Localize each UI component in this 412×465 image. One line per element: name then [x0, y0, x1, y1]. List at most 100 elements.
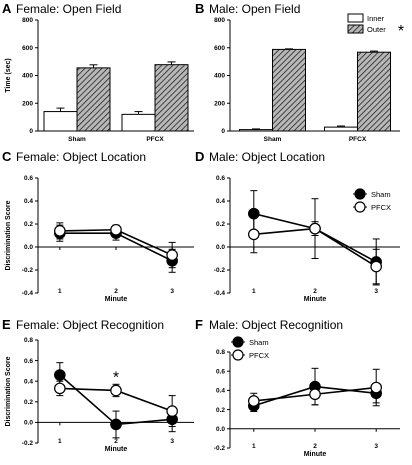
y-tick-label: 600: [214, 45, 225, 52]
x-axis-label: Minute: [105, 296, 128, 303]
marker-pfcx: [309, 222, 321, 235]
legend-label: Sham: [249, 338, 269, 347]
legend-marker-sham: [354, 188, 366, 200]
panel-e: E Female: Object Recognition -0.2 0.0 0.2 0.4…: [2, 317, 194, 453]
x-tick-label: 3: [170, 288, 174, 295]
legend-marker-pfcx: [232, 349, 244, 361]
marker-pfcx: [309, 388, 321, 401]
panel-title: Female: Open Field: [16, 2, 121, 16]
bar-outer: [154, 64, 189, 132]
legend-label: Sham: [371, 190, 391, 199]
marker-pfcx: [370, 381, 382, 394]
marker-sham: [248, 207, 260, 220]
bar-inner: [239, 129, 273, 132]
panel-title: Female: Object Location: [16, 150, 146, 164]
y-axis-label: Time (sec): [5, 58, 12, 93]
legend-marker-sham: [232, 336, 244, 348]
marker-pfcx: [54, 225, 66, 237]
marker-pfcx: [166, 249, 178, 261]
marker-pfcx: [248, 228, 260, 241]
bar-outer: [357, 51, 391, 132]
y-tick-label: 800: [22, 17, 33, 24]
legend-label: PFCX: [371, 203, 391, 212]
panel-letter: B: [195, 1, 204, 16]
y-tick-label: 0.4: [24, 378, 33, 385]
y-tick-label: -0.2: [214, 267, 226, 274]
y-tick-label: -0.2: [214, 445, 226, 452]
x-axis-label: Minute: [304, 451, 327, 458]
y-tick-label: 400: [214, 73, 225, 80]
x-tick-label: 3: [374, 288, 378, 295]
x-tick-label: 3: [170, 438, 174, 445]
bar-inner: [324, 126, 358, 132]
y-tick-label: 0.6: [216, 368, 225, 375]
y-tick-label: 0: [29, 128, 33, 135]
panel-f: F Male: Object Recognition -0.2 0.0 0.2 0.4 0.…: [195, 317, 400, 458]
x-tick-label: PFCX: [349, 136, 367, 143]
panel-b: B Male: Open Field 0 200 400 600 800 Sham PFCX In…: [195, 1, 404, 143]
y-tick-label: 0.6: [216, 175, 225, 182]
marker-pfcx: [110, 384, 122, 397]
y-tick-label: 0.8: [24, 337, 33, 344]
marker-sham: [110, 418, 122, 431]
panel-title: Male: Object Recognition: [209, 318, 343, 332]
y-axis-label: Discrimination Score: [5, 356, 12, 426]
legend-label: PFCX: [249, 351, 269, 360]
y-tick-label: 0.8: [216, 349, 225, 356]
x-tick-label: 1: [252, 288, 256, 295]
panel-c: C Female: Object Location -0.4 -0.2 0.0 0.2 0.…: [2, 149, 194, 303]
legend-swatch-outer: [347, 24, 364, 34]
y-tick-label: 0.4: [216, 388, 225, 395]
y-tick-label: 600: [22, 45, 33, 52]
marker-pfcx: [166, 405, 178, 417]
y-tick-label: 0.4: [216, 198, 225, 205]
bar-outer: [272, 48, 306, 132]
panel-a: A Female: Open Field 0 200 400 600 800 Time (se…: [2, 1, 194, 143]
x-axis-label: Minute: [105, 446, 128, 453]
legend-label: Outer: [367, 25, 386, 34]
bar-outer: [76, 67, 111, 132]
marker-pfcx: [54, 382, 66, 395]
y-tick-label: 200: [22, 100, 33, 107]
y-tick-label: -0.4: [22, 290, 34, 297]
y-tick-label: -0.4: [214, 290, 226, 297]
y-tick-label: 0.0: [216, 244, 225, 251]
y-tick-label: 0.0: [24, 244, 33, 251]
panel-letter: C: [2, 149, 12, 164]
x-axis-label: Minute: [304, 296, 327, 303]
y-tick-label: 0.4: [24, 198, 33, 205]
x-tick-label: 2: [313, 443, 317, 450]
panel-d: D Male: Object Location -0.4 -0.2 0.0 0.2 0.4 0…: [195, 149, 400, 303]
significance-marker: *: [113, 369, 119, 386]
panel-letter: D: [195, 149, 204, 164]
panel-letter: E: [2, 317, 11, 332]
marker-pfcx: [370, 260, 382, 273]
marker-pfcx: [110, 223, 122, 236]
bar-inner: [121, 113, 156, 132]
y-tick-label: 0.2: [216, 221, 225, 228]
panel-title: Female: Object Recognition: [16, 318, 164, 332]
y-tick-label: 800: [214, 17, 225, 24]
panel-title: Male: Object Location: [209, 150, 325, 164]
marker-sham: [54, 369, 66, 381]
y-axis-label: Discrimination Score: [5, 200, 12, 270]
x-tick-label: 2: [114, 288, 118, 295]
legend-label: Inner: [367, 14, 385, 23]
marker-pfcx: [248, 395, 260, 407]
x-tick-label: PFCX: [146, 136, 164, 143]
y-tick-label: 0.0: [216, 426, 225, 433]
x-tick-label: 2: [313, 288, 317, 295]
y-tick-label: 0.6: [24, 175, 33, 182]
x-tick-label: 3: [374, 443, 378, 450]
legend-marker-pfcx: [354, 201, 366, 213]
y-tick-label: 0.2: [24, 399, 33, 406]
y-tick-label: -0.2: [22, 440, 34, 447]
y-tick-label: 0: [221, 128, 225, 135]
panel-letter: F: [195, 317, 203, 332]
significance-marker: *: [398, 23, 404, 40]
y-tick-label: -0.2: [22, 267, 34, 274]
y-tick-label: 200: [214, 100, 225, 107]
x-tick-label: 1: [58, 288, 62, 295]
